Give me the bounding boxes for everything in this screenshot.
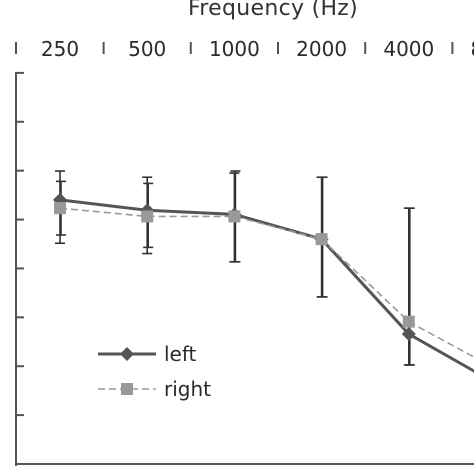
legend-marker-right xyxy=(121,383,133,395)
legend-label-right: right xyxy=(164,377,211,401)
x-tick-label: 250 xyxy=(41,37,79,61)
x-tick-label: 1000 xyxy=(209,37,260,61)
legend-label-left: left xyxy=(164,342,197,366)
marker-right xyxy=(141,210,154,223)
marker-right xyxy=(228,210,241,223)
x-tick-label: 4000 xyxy=(383,37,434,61)
marker-right xyxy=(54,202,66,215)
x-tick-label: 8000 xyxy=(471,37,474,61)
series-line-left xyxy=(59,198,474,373)
x-tick-label: 2000 xyxy=(296,37,347,61)
x-tick-label: 500 xyxy=(128,37,166,61)
legend-marker-left xyxy=(120,347,134,361)
series-line-right xyxy=(59,207,474,359)
marker-left xyxy=(401,327,416,342)
marker-right xyxy=(402,315,415,328)
x-axis-title: Frequency (Hz) xyxy=(187,0,359,21)
marker-right xyxy=(315,233,328,246)
